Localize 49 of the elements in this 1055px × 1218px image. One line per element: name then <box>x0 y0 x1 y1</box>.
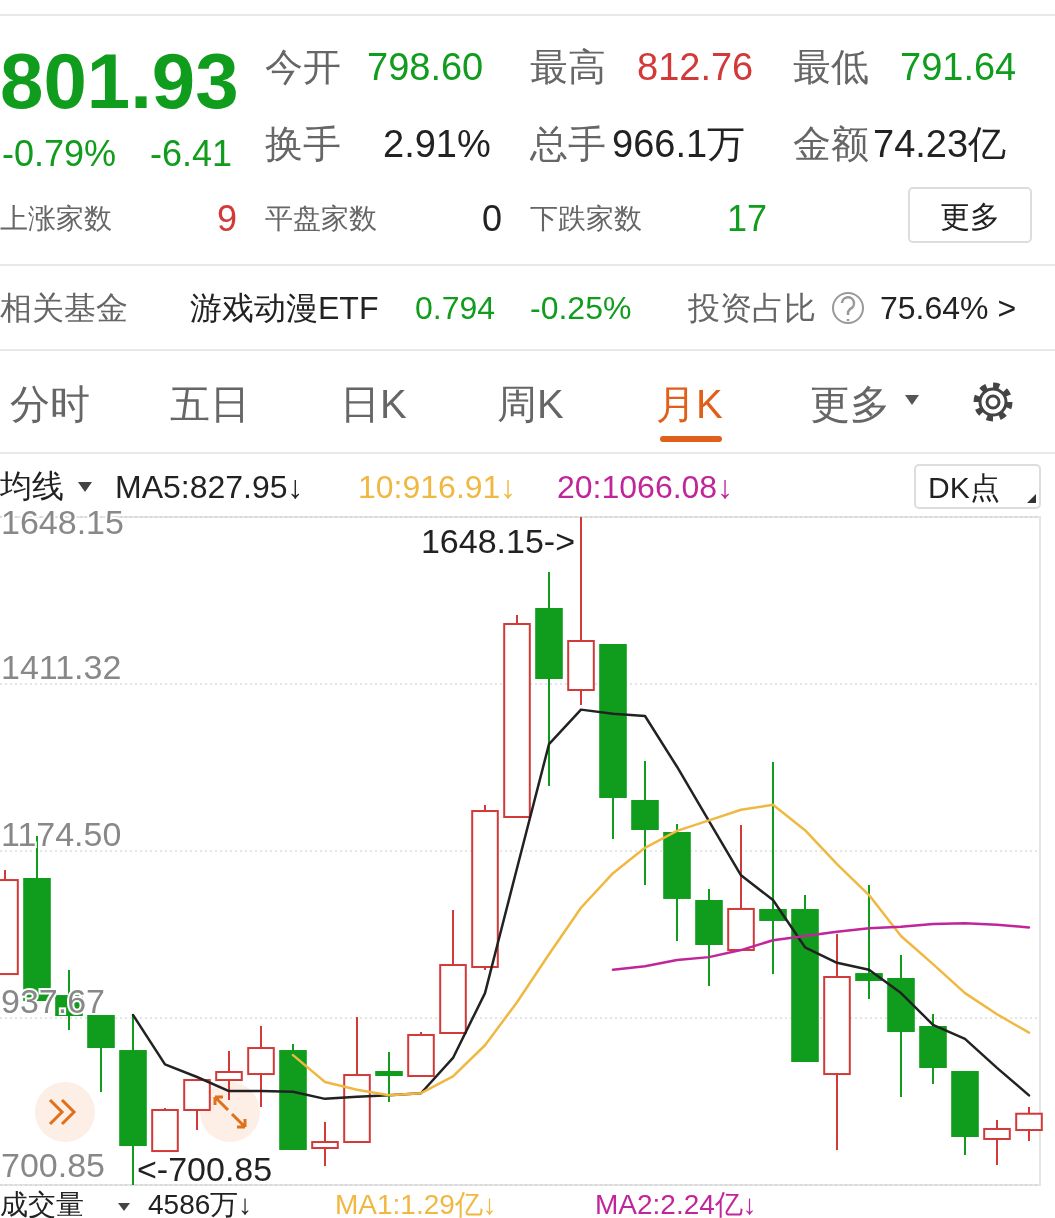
text: 75.64% > <box>880 290 1017 326</box>
text: -0.79% <box>2 133 117 174</box>
text: 金额 <box>793 123 869 165</box>
text: 更多 <box>940 200 1000 233</box>
text: 月K <box>656 382 723 426</box>
text: -6.41 <box>150 133 233 174</box>
text: MA1:1.29亿↓ <box>335 1189 497 1218</box>
text: 20:1066.08↓ <box>557 469 734 505</box>
text: 74.23亿 <box>873 123 1007 165</box>
y-tick-label: 1411.32 <box>1 647 122 686</box>
text: 换手 <box>265 123 341 165</box>
text: 4586万↓ <box>148 1189 253 1218</box>
text: 812.76 <box>637 46 754 88</box>
text: 最低 <box>793 46 869 88</box>
text: 0.794 <box>415 290 496 326</box>
text: 更多 <box>810 382 890 426</box>
text: 均线 <box>0 468 64 504</box>
text: 今开 <box>265 46 341 88</box>
text: MA5:827.95↓ <box>115 469 304 505</box>
annotation: 1648.15-> <box>420 522 575 560</box>
text: 0 <box>481 198 502 239</box>
text: 791.64 <box>900 46 1017 88</box>
text: 分时 <box>10 382 90 426</box>
text: 801.93 <box>0 37 239 125</box>
y-tick-label: 700.85 <box>1 1146 105 1184</box>
text: 上涨家数 <box>0 203 112 234</box>
text: 投资占比 <box>687 290 816 326</box>
text: 2.91% <box>383 123 491 165</box>
text: 日K <box>340 382 407 426</box>
y-tick-label: 1174.50 <box>1 814 122 853</box>
text: 平盘家数 <box>265 203 377 234</box>
text: 966.1万 <box>612 123 746 165</box>
text: 17 <box>726 198 767 239</box>
text: DK点 <box>928 471 1000 504</box>
text: 10:916.91↓ <box>358 469 517 505</box>
text: 798.60 <box>367 46 484 88</box>
text: MA2:2.24亿↓ <box>595 1189 757 1218</box>
y-tick-label: 1648.15 <box>1 502 124 541</box>
text: -0.25% <box>530 290 632 326</box>
text: 成交量 <box>0 1189 84 1218</box>
text: 五日 <box>170 382 250 426</box>
text: 周K <box>497 382 564 426</box>
text: 游戏动漫ETF <box>190 290 379 326</box>
text: 最高 <box>530 46 606 88</box>
annotation: <-700.85 <box>137 1150 273 1188</box>
text: 总手 <box>529 123 606 165</box>
text: 9 <box>216 198 237 239</box>
text: 下跌家数 <box>530 203 642 234</box>
text: 相关基金 <box>0 290 128 326</box>
